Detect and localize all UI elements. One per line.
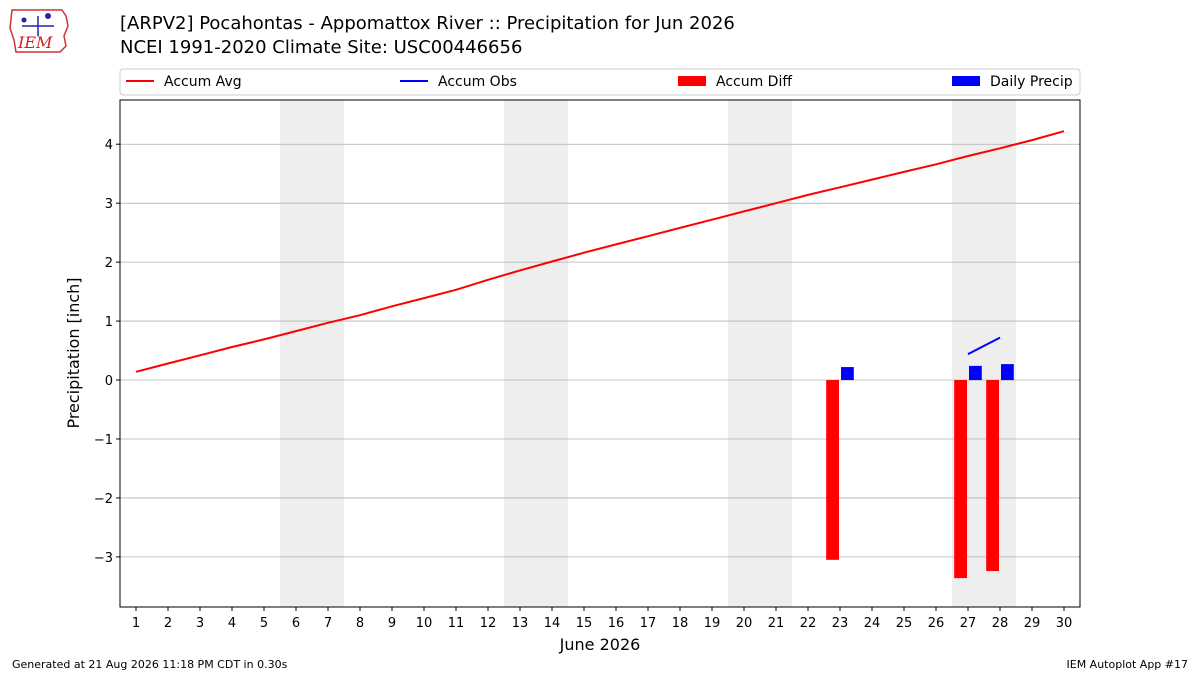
y-axis: −3 −2 −1 0 1 2 3 4 <box>94 138 120 566</box>
autoplot-app-label: IEM Autoplot App #17 <box>1066 658 1189 671</box>
y-axis-label: Precipitation [inch] <box>64 277 83 428</box>
series-lines <box>135 130 1065 373</box>
x-tick-label: 6 <box>292 616 300 631</box>
y-tick-label: 0 <box>105 374 113 389</box>
daily-precip-bar <box>969 365 982 381</box>
weekend-band <box>504 100 568 607</box>
legend-box <box>119 68 1081 96</box>
x-tick-label: 14 <box>544 616 561 631</box>
y-tick-label: −2 <box>94 492 113 507</box>
legend-label-4: Daily Precip <box>990 74 1073 90</box>
x-tick-label: 11 <box>448 616 465 631</box>
x-tick-label: 10 <box>416 616 433 631</box>
iem-logo-text: IEM <box>17 33 53 52</box>
y-tick-label: 2 <box>105 256 113 271</box>
x-tick-label: 22 <box>800 616 817 631</box>
x-tick-label: 26 <box>928 616 945 631</box>
legend-label-3: Accum Diff <box>716 74 792 90</box>
x-tick-label: 28 <box>992 616 1009 631</box>
legend-swatch-3 <box>678 76 706 86</box>
legend: Accum Avg Accum Obs Accum Diff Daily Precip <box>119 68 1081 96</box>
daily-precip-bar <box>841 367 854 381</box>
x-tick-label: 20 <box>736 616 753 631</box>
accum-diff-bar <box>954 380 967 579</box>
accum-diff-bars <box>826 380 999 579</box>
accum-diff-bar <box>986 380 999 572</box>
weekend-band <box>280 100 344 607</box>
grid-lines <box>120 143 1080 558</box>
legend-swatch-4 <box>952 76 980 86</box>
x-tick-label: 8 <box>356 616 364 631</box>
x-tick-label: 23 <box>832 616 849 631</box>
plot-frame <box>119 99 1081 608</box>
y-tick-label: −1 <box>94 433 113 448</box>
weekend-bands <box>280 100 1016 607</box>
y-tick-label: −3 <box>94 551 113 566</box>
accum-avg-line <box>135 130 1065 373</box>
x-tick-label: 19 <box>704 616 721 631</box>
chart-subtitle: NCEI 1991-2020 Climate Site: USC00446656 <box>120 37 523 58</box>
x-tick-label: 17 <box>640 616 657 631</box>
x-tick-label: 16 <box>608 616 625 631</box>
legend-label-2: Accum Obs <box>438 74 517 90</box>
x-tick-label: 13 <box>512 616 529 631</box>
x-tick-label: 30 <box>1056 616 1073 631</box>
x-tick-label: 29 <box>1024 616 1041 631</box>
x-tick-label: 4 <box>228 616 236 631</box>
accum-obs-line <box>967 336 1001 355</box>
x-tick-label: 27 <box>960 616 977 631</box>
x-tick-label: 5 <box>260 616 268 631</box>
x-tick-label: 3 <box>196 616 204 631</box>
x-tick-label: 1 <box>132 616 140 631</box>
x-tick-label: 15 <box>576 616 593 631</box>
weekend-band <box>728 100 792 607</box>
x-tick-label: 24 <box>864 616 881 631</box>
y-tick-label: 1 <box>105 315 113 330</box>
x-tick-label: 21 <box>768 616 785 631</box>
y-tick-label: 3 <box>105 197 113 212</box>
generated-timestamp: Generated at 21 Aug 2026 11:18 PM CDT in… <box>12 658 288 671</box>
x-tick-label: 25 <box>896 616 913 631</box>
y-tick-label: 4 <box>105 138 113 153</box>
accum-diff-bar <box>826 380 839 560</box>
x-tick-label: 7 <box>324 616 332 631</box>
chart-title: [ARPV2] Pocahontas - Appomattox River ::… <box>120 13 735 34</box>
iem-logo: IEM <box>9 9 69 53</box>
x-axis-label: June 2026 <box>559 635 641 654</box>
x-tick-label: 9 <box>388 616 396 631</box>
legend-label-1: Accum Avg <box>164 74 242 90</box>
daily-precip-bars <box>841 364 1014 381</box>
x-tick-label: 12 <box>480 616 497 631</box>
daily-precip-bar <box>1001 364 1014 381</box>
x-tick-label: 18 <box>672 616 689 631</box>
x-tick-label: 2 <box>164 616 172 631</box>
x-axis: 1 2 3 4 5 6 7 8 9 10 11 12 13 14 15 16 17 18 19 20 21 22 23 24 2… <box>132 607 1072 631</box>
